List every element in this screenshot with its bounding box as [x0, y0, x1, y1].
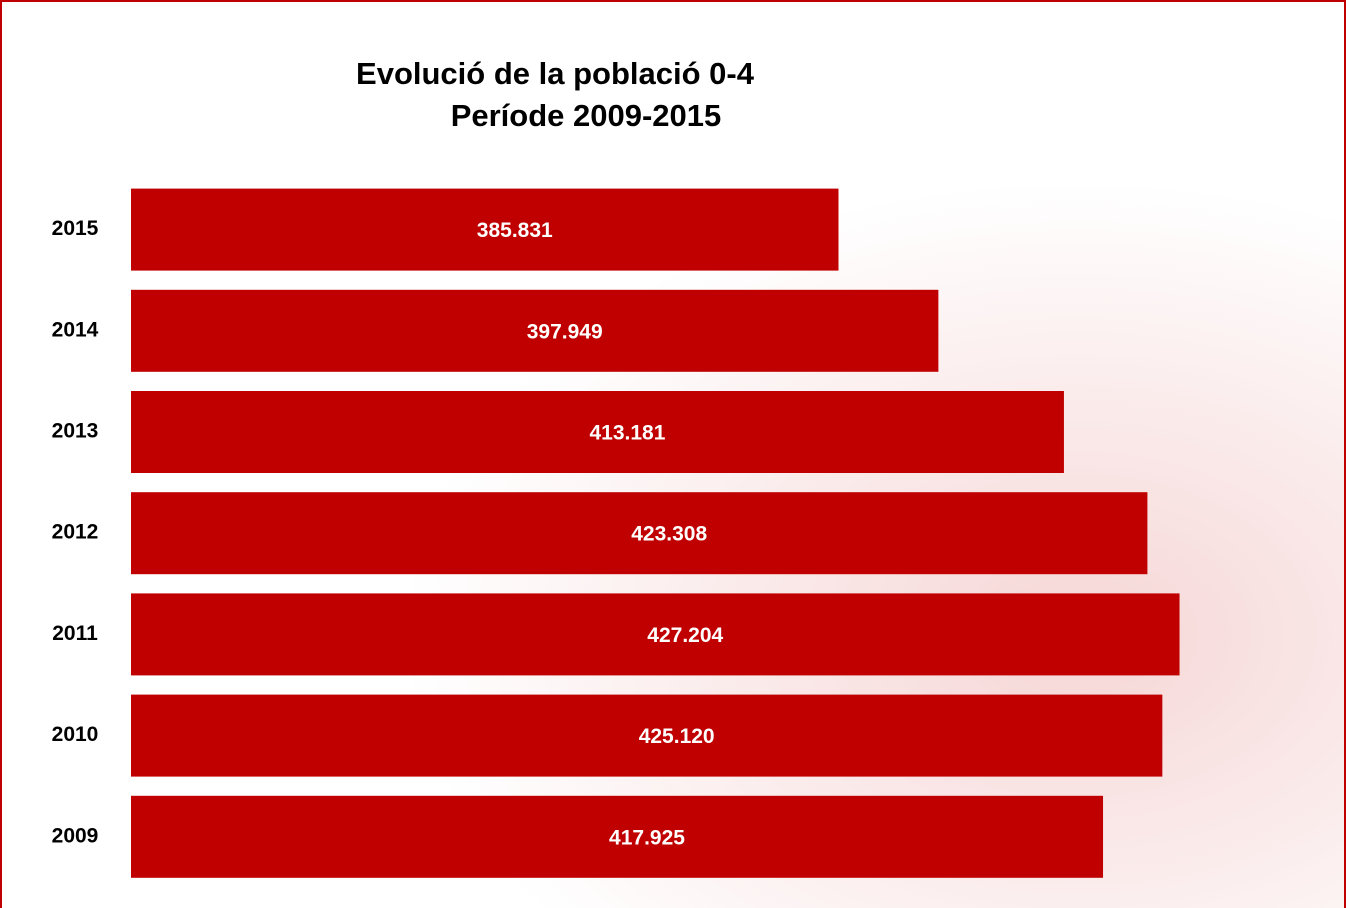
y-tick-label: 2012 [52, 521, 99, 544]
value-label: 425.120 [639, 725, 715, 748]
value-label: 397.949 [527, 320, 603, 343]
y-tick-label: 2011 [52, 622, 98, 645]
bar [131, 289, 939, 372]
y-tick-label: 2009 [52, 824, 99, 847]
value-label: 423.308 [631, 523, 707, 546]
value-label: 413.181 [590, 422, 666, 445]
y-tick-label: 2010 [52, 723, 99, 746]
y-tick-label: 2015 [52, 217, 99, 240]
bar [131, 593, 1180, 676]
value-label: 417.925 [609, 826, 685, 849]
bar [131, 795, 1104, 878]
bar [131, 492, 1148, 575]
chart-title: Evolució de la població 0-4 [356, 56, 755, 91]
y-tick-label: 2014 [52, 318, 99, 341]
bar [131, 391, 1064, 473]
chart-subtitle: Període 2009-2015 [451, 98, 722, 133]
value-label: 427.204 [647, 624, 723, 647]
bar [131, 694, 1163, 777]
bar [131, 188, 839, 271]
y-tick-label: 2013 [52, 420, 99, 443]
value-label: 385.831 [477, 219, 553, 242]
